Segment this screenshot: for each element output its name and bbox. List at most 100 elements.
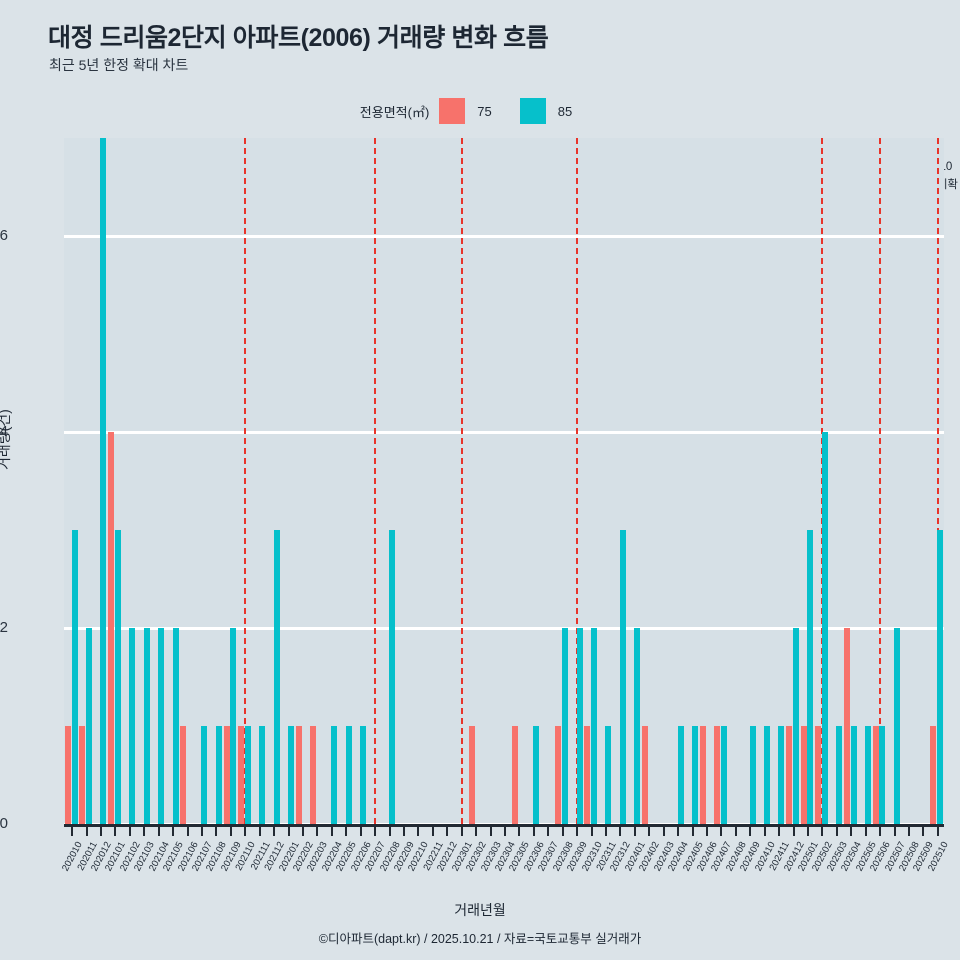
x-tick [201, 827, 204, 836]
bar[interactable] [720, 726, 727, 824]
bar[interactable] [512, 726, 519, 824]
bar[interactable] [244, 726, 251, 824]
legend-item-75[interactable]: 75 [439, 98, 513, 124]
bar[interactable] [778, 726, 785, 824]
bar[interactable] [807, 530, 814, 824]
bar[interactable] [555, 726, 562, 824]
x-tick [417, 827, 420, 836]
bar[interactable] [230, 628, 237, 824]
x-tick [561, 827, 564, 836]
bar[interactable] [108, 432, 115, 824]
bar[interactable] [893, 628, 900, 824]
x-tick [749, 827, 752, 836]
y-tick-label: 4 [0, 423, 8, 440]
legend-title: 전용면적(㎡) [359, 104, 430, 120]
bar[interactable] [345, 726, 352, 824]
bar[interactable] [201, 726, 208, 824]
x-tick [893, 827, 896, 836]
bar[interactable] [872, 726, 879, 824]
bar[interactable] [273, 530, 280, 824]
bar[interactable] [71, 530, 78, 824]
bar[interactable] [814, 726, 821, 824]
x-tick [576, 827, 579, 836]
bar[interactable] [792, 628, 799, 824]
x-tick [532, 827, 535, 836]
x-tick [359, 827, 362, 836]
event-line [936, 138, 939, 824]
x-tick [850, 827, 853, 836]
x-tick [879, 827, 882, 836]
bar[interactable] [129, 628, 136, 824]
x-tick [778, 827, 781, 836]
y-tick-label: 2 [0, 619, 8, 636]
bar[interactable] [713, 726, 720, 824]
bar[interactable] [930, 726, 937, 824]
bar[interactable] [576, 628, 583, 824]
bar[interactable] [310, 726, 317, 824]
bar[interactable] [843, 628, 850, 824]
bar[interactable] [172, 628, 179, 824]
bar[interactable] [764, 726, 771, 824]
bar[interactable] [100, 138, 107, 824]
x-tick [71, 827, 74, 836]
bar[interactable] [223, 726, 230, 824]
legend-label-75: 75 [477, 103, 492, 119]
bar[interactable] [634, 628, 641, 824]
bar[interactable] [215, 726, 222, 824]
bar[interactable] [143, 628, 150, 824]
legend-label-85: 85 [557, 103, 573, 119]
x-tick [100, 827, 103, 836]
bar[interactable] [79, 726, 86, 824]
bar[interactable] [288, 726, 294, 824]
bar[interactable] [836, 726, 843, 824]
x-tick [388, 827, 391, 836]
bar[interactable] [237, 726, 244, 824]
legend-item-85[interactable]: 85 [519, 98, 594, 124]
bar[interactable] [468, 726, 475, 824]
x-tick [518, 827, 521, 836]
bar[interactable] [850, 726, 857, 824]
x-tick [460, 827, 463, 836]
bar[interactable] [590, 628, 597, 824]
bar[interactable] [800, 726, 807, 824]
bar[interactable] [114, 530, 121, 824]
bar[interactable] [259, 726, 266, 824]
bar[interactable] [749, 726, 756, 824]
bar[interactable] [388, 530, 395, 824]
bar[interactable] [865, 726, 872, 824]
bar[interactable] [295, 726, 302, 824]
x-tick [345, 827, 348, 836]
bar[interactable] [786, 726, 793, 824]
event-line [460, 138, 463, 824]
x-tick [172, 827, 175, 836]
bar[interactable] [605, 726, 612, 824]
x-tick [590, 827, 593, 836]
bar[interactable] [641, 726, 648, 824]
x-tick [792, 827, 795, 836]
bar[interactable] [64, 726, 71, 824]
y-axis-title: 거래량(건) [0, 409, 12, 470]
x-tick [648, 827, 651, 836]
bar[interactable] [691, 726, 698, 824]
bar[interactable] [619, 530, 626, 824]
bar[interactable] [677, 726, 684, 824]
bar[interactable] [699, 726, 706, 824]
bar[interactable] [937, 530, 944, 824]
x-tick [157, 827, 160, 836]
bar[interactable] [86, 628, 93, 824]
legend-swatch-85 [519, 98, 546, 124]
bar[interactable] [158, 628, 165, 824]
x-tick [604, 827, 607, 836]
x-tick [691, 827, 694, 836]
bar[interactable] [360, 726, 367, 824]
gridline [64, 430, 944, 434]
bar[interactable] [562, 628, 569, 824]
x-tick [547, 827, 550, 836]
bar[interactable] [821, 432, 828, 824]
bar[interactable] [533, 726, 540, 824]
bar[interactable] [584, 726, 591, 824]
bar[interactable] [180, 726, 187, 824]
bar[interactable] [879, 726, 886, 824]
bar[interactable] [331, 726, 338, 824]
x-tick [143, 827, 146, 836]
